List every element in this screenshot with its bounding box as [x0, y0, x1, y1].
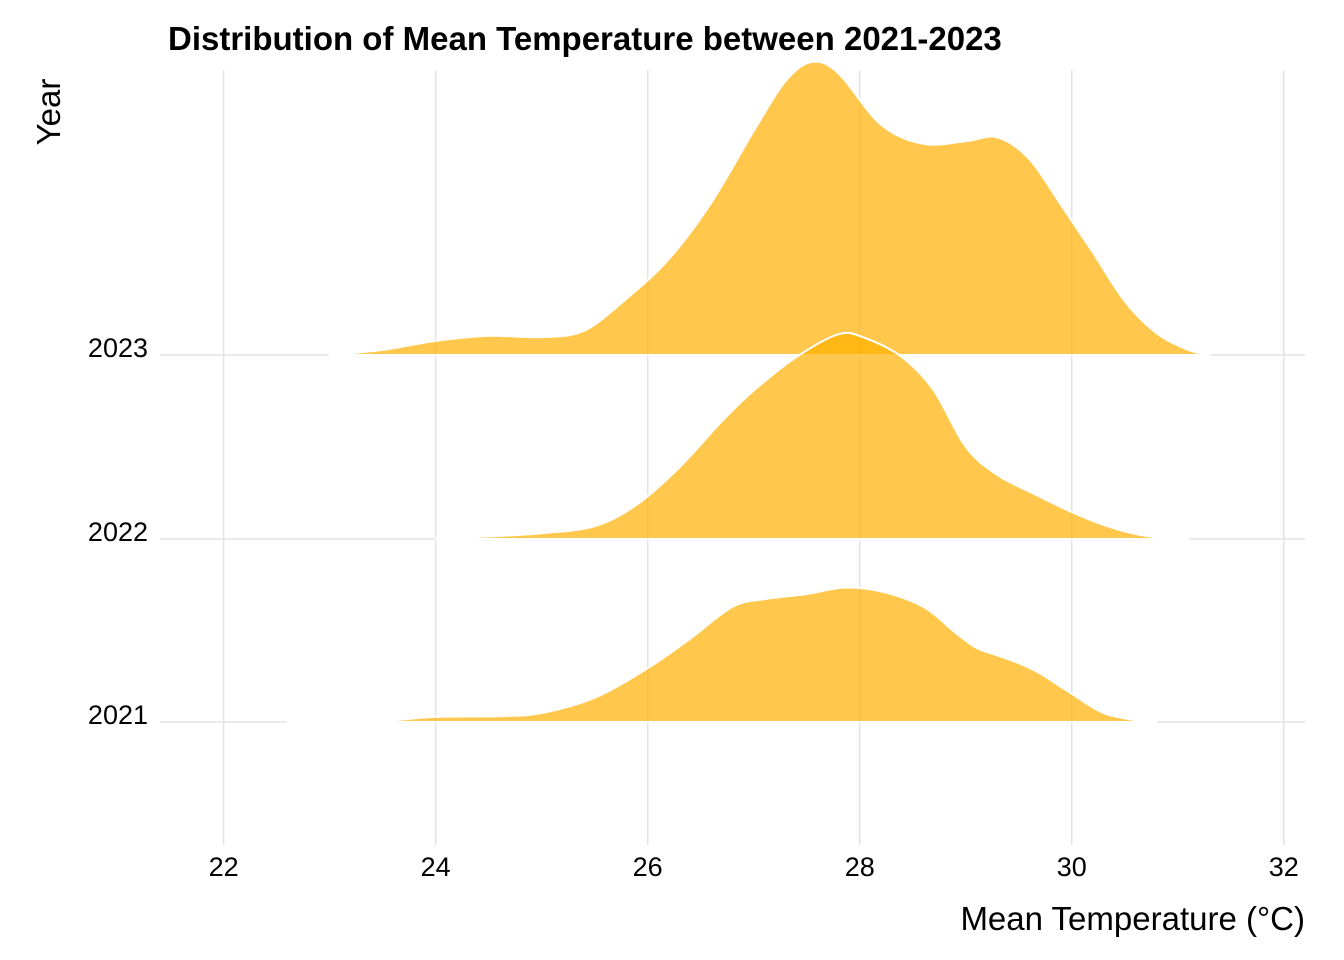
ridges [286, 60, 1211, 723]
chart-title: Distribution of Mean Temperature between… [168, 20, 1002, 57]
tick-labels: 22 24 26 28 30 32 2021 2022 2023 [88, 333, 1299, 882]
y-tick-label-2023: 2023 [88, 333, 148, 363]
x-axis-title: Mean Temperature (°C) [960, 900, 1305, 937]
ridge-2021 [286, 586, 1158, 723]
ridge-2023 [328, 60, 1211, 356]
x-tick-label-3: 28 [845, 852, 875, 882]
ridge-2022 [434, 331, 1190, 540]
x-tick-label-2: 26 [633, 852, 663, 882]
y-tick-label-2021: 2021 [88, 700, 148, 730]
x-tick-label-5: 32 [1269, 852, 1299, 882]
x-tick-label-1: 24 [421, 852, 451, 882]
y-tick-label-2022: 2022 [88, 517, 148, 547]
y-axis-title: Year [30, 79, 67, 146]
x-tick-label-4: 30 [1057, 852, 1087, 882]
x-tick-label-0: 22 [209, 852, 239, 882]
